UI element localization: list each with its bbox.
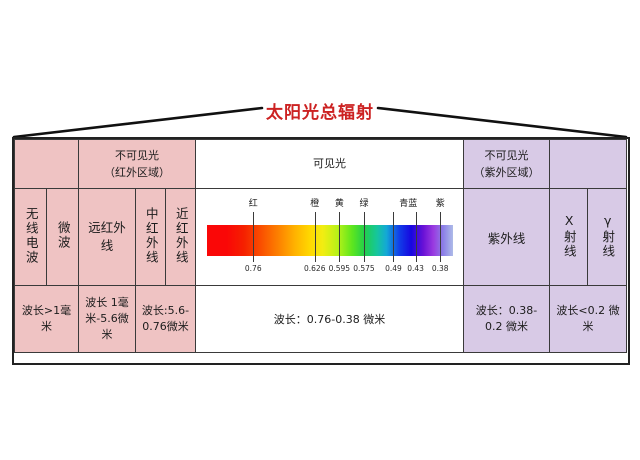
page-title: 太阳光总辐射 xyxy=(266,103,374,123)
table-row-bands: 无线电波 微波 远红外线 中红外线 近红外线 0.76 0.626 0.595 0.5… xyxy=(14,188,628,286)
band-label-far-infrared: 远红外线 xyxy=(88,219,126,253)
band-label-ultraviolet: 紫外线 xyxy=(487,230,526,246)
band-cell-near-infrared: 近红外线 xyxy=(164,188,197,286)
header-uv-line1: 不可见光 xyxy=(484,148,529,162)
brace-icon xyxy=(12,106,628,139)
header-cell-visible: 可见光 xyxy=(195,139,465,189)
band-cell-far-infrared: 远红外线 xyxy=(78,188,136,286)
spectrum-value-label: 0.38 xyxy=(431,264,449,273)
spectrum-tick xyxy=(253,212,255,262)
band-label-gamma: γ射线 xyxy=(600,212,616,259)
spectrum-color-label: 红 xyxy=(248,199,258,209)
header-infrared-line1: 不可见光 xyxy=(115,148,159,162)
wavelength-label-infrared: 波长:5.6-0.76微米 xyxy=(141,304,190,333)
spectrum-value-label: 0.76 xyxy=(244,264,262,273)
band-cell-microwave: 微波 xyxy=(46,188,79,286)
band-label-microwave: 微波 xyxy=(55,221,71,250)
band-cell-ultraviolet: 紫外线 xyxy=(463,188,551,286)
visible-spectrum-cell: 0.76 0.626 0.595 0.575 0.49 0.43 0.38 红 橙 黄 绿 青蓝 紫 xyxy=(195,188,465,286)
wavelength-label-radio: 波长>1毫米 xyxy=(21,304,72,333)
wavelength-cell-ultraviolet: 波长：0.38-0.2 微米 xyxy=(463,285,551,353)
wavelength-cell-xray-gamma: 波长<0.2 微米 xyxy=(549,285,628,353)
spectrum-tick xyxy=(393,212,395,262)
spectrum-color-label: 紫 xyxy=(435,199,445,209)
header-infrared-line2: （红外区域） xyxy=(104,166,170,179)
band-cell-xray: X射线 xyxy=(549,188,589,286)
wavelength-label-xray-gamma: 波长<0.2 微米 xyxy=(556,303,620,334)
table-row-header: 不可见光 （红外区域） 可见光 不可见光 （紫外区域） xyxy=(14,139,628,189)
header-cell-invisible-ultraviolet: 不可见光 （紫外区域） xyxy=(463,139,551,189)
spectrum-tick xyxy=(314,212,316,262)
spectrum-gradient-bar xyxy=(206,225,453,256)
table-row-wavelengths: 波长>1毫米 波长 1毫米-5.6微米 波长:5.6-0.76微米 波长：0.7… xyxy=(14,285,628,353)
spectrum-color-label: 绿 xyxy=(359,199,369,209)
spectrum-value-label: 0.49 xyxy=(385,264,402,273)
spectrum-value-label: 0.595 xyxy=(328,264,351,273)
wavelength-label-ultraviolet: 波长：0.38-0.2 微米 xyxy=(475,303,538,334)
spectrum-tick xyxy=(440,212,442,262)
spectrum-tick xyxy=(339,212,341,262)
band-label-near-infrared: 近红外线 xyxy=(173,206,189,265)
header-uv-line2: （紫外区域） xyxy=(473,166,540,179)
wavelength-label-microwave: 波长 1毫米-5.6微米 xyxy=(85,296,129,341)
band-label-radio: 无线电波 xyxy=(23,206,39,265)
spectrum-value-label: 0.626 xyxy=(304,264,326,273)
band-cell-radio: 无线电波 xyxy=(14,188,47,286)
band-label-mid-infrared: 中红外线 xyxy=(143,206,159,265)
wavelength-cell-radio: 波长>1毫米 xyxy=(14,285,79,353)
spectrum-tick xyxy=(363,212,365,262)
spectrum-value-label: 0.575 xyxy=(353,264,375,273)
spectrum-table: 不可见光 （红外区域） 可见光 不可见光 （紫外区域） 无线电波 微波 远红外线… xyxy=(14,139,628,353)
band-cell-mid-infrared: 中红外线 xyxy=(135,188,166,286)
title-brace-area: 太阳光总辐射 xyxy=(0,96,640,140)
band-cell-gamma: γ射线 xyxy=(587,188,628,286)
wavelength-cell-visible: 波长：0.76-0.38 微米 xyxy=(195,285,465,353)
wavelength-cell-infrared: 波长:5.6-0.76微米 xyxy=(134,285,197,353)
header-cell-invisible-infrared: 不可见光 （红外区域） xyxy=(77,139,197,189)
header-cell-blank-right xyxy=(549,139,628,189)
band-label-xray: X射线 xyxy=(561,212,577,259)
spectrum-color-label: 黄 xyxy=(334,199,344,209)
spectrum-value-label: 0.43 xyxy=(407,264,424,273)
spectrum-graphic: 0.76 0.626 0.595 0.575 0.49 0.43 0.38 红 橙 黄 绿 青蓝 紫 xyxy=(206,194,453,280)
spectrum-color-label: 青蓝 xyxy=(399,199,418,209)
spectrum-color-label: 橙 xyxy=(310,199,320,209)
wavelength-cell-microwave: 波长 1毫米-5.6微米 xyxy=(78,285,136,353)
header-cell-blank-left xyxy=(14,139,79,189)
spectrum-tick xyxy=(415,212,417,262)
